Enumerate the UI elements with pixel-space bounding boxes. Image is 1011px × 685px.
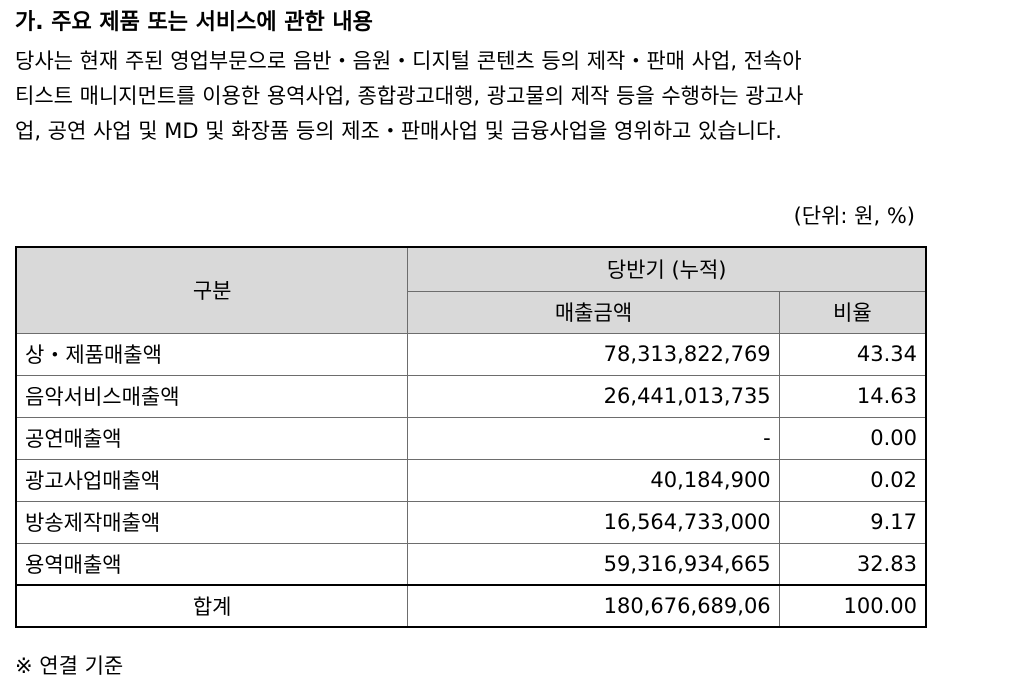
unit-note: (단위: 원, %) bbox=[793, 204, 915, 228]
row-amount: 59,316,934,665 bbox=[407, 542, 780, 586]
row-amount: - bbox=[407, 416, 780, 460]
table-row: 음악서비스매출액 26,441,013,735 14.63 bbox=[15, 374, 927, 418]
row-ratio: 0.00 bbox=[778, 416, 927, 460]
row-label: 광고사업매출액 bbox=[15, 458, 409, 502]
total-label: 합계 bbox=[15, 584, 409, 628]
row-amount: 16,564,733,000 bbox=[407, 500, 780, 544]
header-ratio: 비율 bbox=[778, 290, 927, 334]
row-amount: 26,441,013,735 bbox=[407, 374, 780, 418]
table-row: 공연매출액 - 0.00 bbox=[15, 416, 927, 460]
row-ratio: 43.34 bbox=[778, 332, 927, 376]
header-period: 당반기 (누적) bbox=[407, 246, 927, 292]
header-amount: 매출금액 bbox=[407, 290, 780, 334]
paragraph-line: 티스트 매니지먼트를 이용한 용역사업, 종합광고대행, 광고물의 제작 등을 … bbox=[15, 84, 804, 108]
header-category: 구분 bbox=[15, 246, 409, 334]
row-label: 음악서비스매출액 bbox=[15, 374, 409, 418]
paragraph-line: 업, 공연 사업 및 MD 및 화장품 등의 제조・판매사업 및 금융사업을 영… bbox=[15, 119, 782, 143]
table-row: 방송제작매출액 16,564,733,000 9.17 bbox=[15, 500, 927, 544]
section-heading: 가. 주요 제품 또는 서비스에 관한 내용 bbox=[15, 10, 373, 35]
paragraph-line: 당사는 현재 주된 영업부문으로 음반・음원・디지털 콘텐츠 등의 제작・판매 … bbox=[15, 49, 802, 73]
row-ratio: 0.02 bbox=[778, 458, 927, 502]
table-row: 광고사업매출액 40,184,900 0.02 bbox=[15, 458, 927, 502]
description-paragraph: 당사는 현재 주된 영업부문으로 음반・음원・디지털 콘텐츠 등의 제작・판매 … bbox=[15, 44, 1005, 149]
row-ratio: 14.63 bbox=[778, 374, 927, 418]
row-amount: 78,313,822,769 bbox=[407, 332, 780, 376]
total-amount: 180,676,689,06 bbox=[407, 584, 780, 628]
row-label: 용역매출액 bbox=[15, 542, 409, 586]
row-label: 공연매출액 bbox=[15, 416, 409, 460]
table-row: 용역매출액 59,316,934,665 32.83 bbox=[15, 542, 927, 586]
sales-table: 구분 당반기 (누적) 매출금액 비율 상・제품매출액 78,313,822,7… bbox=[15, 246, 927, 628]
total-ratio: 100.00 bbox=[778, 584, 927, 628]
row-amount: 40,184,900 bbox=[407, 458, 780, 502]
row-label: 상・제품매출액 bbox=[15, 332, 409, 376]
row-label: 방송제작매출액 bbox=[15, 500, 409, 544]
row-ratio: 32.83 bbox=[778, 542, 927, 586]
row-ratio: 9.17 bbox=[778, 500, 927, 544]
footnote: ※ 연결 기준 bbox=[15, 654, 124, 678]
total-row: 합계 180,676,689,06 100.00 bbox=[15, 584, 927, 628]
table-row: 상・제품매출액 78,313,822,769 43.34 bbox=[15, 332, 927, 376]
